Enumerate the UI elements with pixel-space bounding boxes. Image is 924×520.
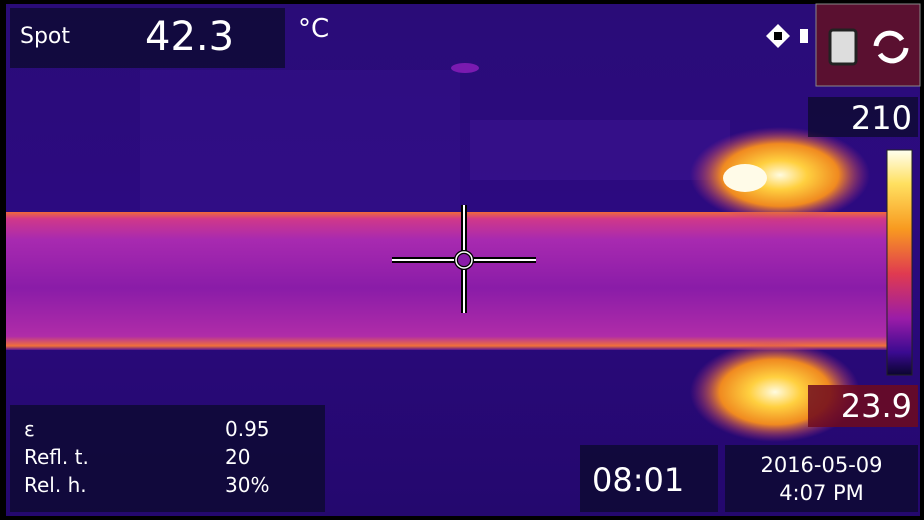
parameter-label: Refl. t.	[24, 445, 89, 469]
thermal-screen: Spot 42.3 °C 210 23.9 ε 0.95 Refl. t. 20 Rel…	[0, 0, 924, 520]
spot-unit: °C	[298, 14, 329, 44]
parameter-label: ε	[24, 417, 35, 441]
parameter-value: 0.95	[225, 417, 270, 441]
parameters-panel: ε 0.95 Refl. t. 20 Rel. h. 30%	[10, 405, 325, 512]
clock: 08:01	[592, 461, 684, 499]
spot-label: Spot	[20, 24, 70, 49]
scale-max: 210	[851, 99, 912, 137]
time: 4:07 PM	[725, 481, 918, 505]
clock-panel: 08:01	[580, 445, 718, 512]
parameter-label: Rel. h.	[24, 473, 87, 497]
scale-min: 23.9	[841, 387, 912, 425]
date: 2016-05-09	[725, 453, 918, 477]
timestamp-panel: 2016-05-09 4:07 PM	[725, 445, 918, 512]
spot-value: 42.3	[145, 14, 234, 60]
spot-panel: Spot 42.3	[10, 8, 285, 68]
scale-min-box: 23.9	[808, 385, 918, 427]
scale-max-box: 210	[808, 97, 918, 137]
parameter-value: 20	[225, 445, 250, 469]
parameter-value: 30%	[225, 473, 269, 497]
